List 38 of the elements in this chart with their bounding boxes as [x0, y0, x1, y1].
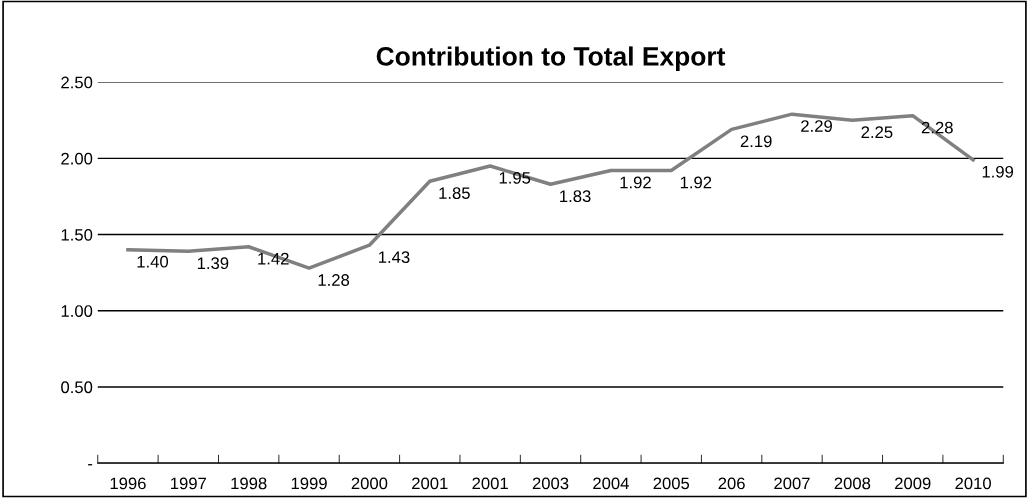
data-label: 1.40: [137, 255, 169, 268]
y-tick-label: 1.00: [61, 305, 93, 317]
x-tick-label: 2004: [593, 477, 629, 490]
data-label: 2.28: [921, 121, 953, 134]
y-tick-label: -: [88, 464, 93, 466]
data-label: 1.28: [318, 274, 350, 286]
data-label: 1.43: [379, 251, 410, 264]
data-label: 1.42: [258, 252, 289, 265]
x-tick-label: 2005: [653, 477, 690, 490]
x-tick-label: 2007: [774, 477, 810, 490]
data-label: 1.99: [982, 165, 1014, 178]
x-tick-label: 2009: [895, 477, 931, 490]
x-tick-label: 2010: [955, 477, 991, 490]
line-series: [126, 112, 975, 270]
y-tick-label: 0.50: [61, 381, 93, 394]
x-tick-label: 1998: [231, 477, 267, 490]
x-tick-label: 2001: [412, 477, 448, 490]
y-tick-label: 2.00: [61, 152, 93, 165]
x-tick-label: 1999: [291, 477, 327, 490]
x-tick-label: 2003: [532, 477, 569, 490]
x-tick-label: 1997: [171, 477, 207, 490]
y-tick-label: 2.50: [61, 76, 93, 89]
x-tick-label: 206: [718, 477, 745, 490]
data-label: 1.85: [439, 187, 470, 200]
x-tick-label: 1996: [110, 477, 146, 490]
y-tick-label: 1.50: [61, 228, 93, 241]
data-label: 1.95: [499, 171, 531, 184]
data-label: 1.83: [560, 190, 591, 203]
data-label: 1.39: [197, 257, 229, 270]
data-label: 2.19: [740, 135, 772, 148]
x-tick-label: 2000: [351, 477, 388, 490]
chart-title: Contribution to Total Export: [376, 46, 726, 71]
data-label: 1.92: [680, 176, 712, 189]
x-tick-label: 2001: [472, 477, 508, 490]
data-label: 2.29: [801, 120, 832, 132]
x-tick-label: 2008: [834, 477, 871, 490]
data-label: 1.92: [620, 176, 651, 189]
data-label: 2.25: [861, 126, 893, 139]
